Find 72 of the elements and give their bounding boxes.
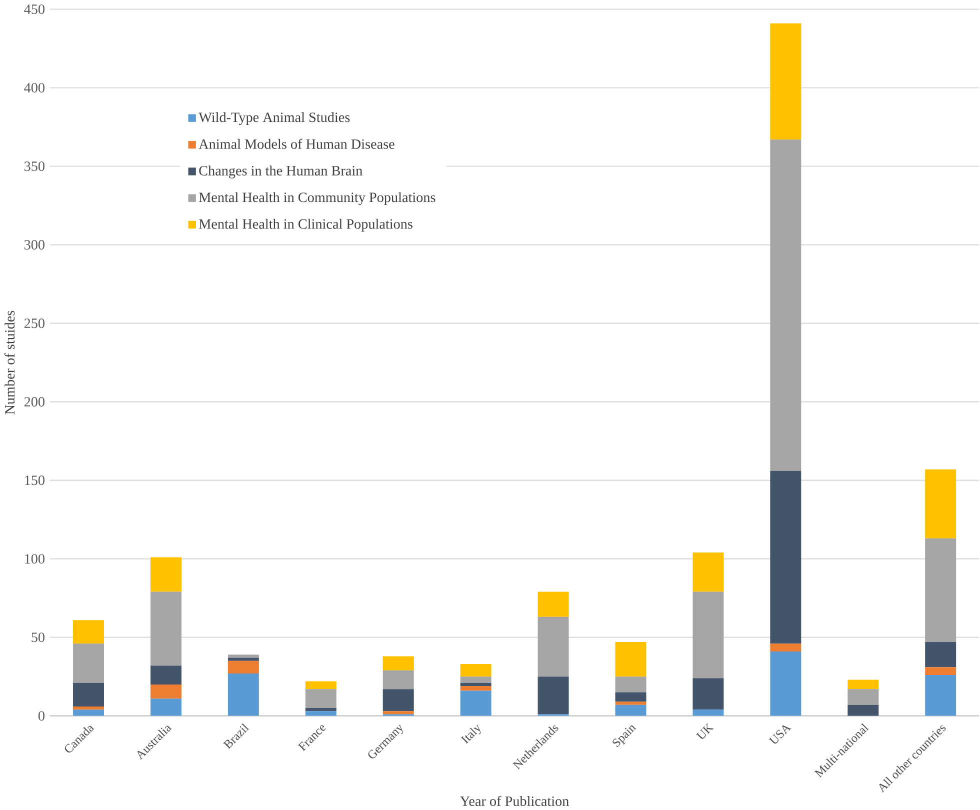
bar: [848, 688, 879, 705]
bar: [382, 670, 414, 689]
y-tick-label: 150: [25, 475, 44, 485]
bar: [692, 552, 724, 592]
bar: [228, 654, 259, 658]
bar: [925, 674, 956, 716]
bar: [382, 656, 414, 670]
bar: [460, 682, 492, 686]
bar: [770, 470, 802, 644]
bar: [305, 681, 336, 689]
bar: [228, 658, 259, 661]
bar: [615, 642, 646, 676]
bar: [615, 692, 646, 702]
legend-label: Animal Models of Human Disease: [198, 138, 394, 149]
y-axis-title: Number of stuides: [4, 310, 15, 414]
y-tick-label: 0: [38, 710, 44, 720]
bar: [150, 592, 182, 666]
bar: [73, 706, 104, 710]
bar: [460, 690, 492, 716]
y-tick-label: 300: [24, 240, 44, 250]
x-axis-title: Year of Publication: [460, 796, 569, 806]
y-tick-label: 450: [24, 4, 44, 14]
bar: [150, 665, 182, 684]
legend-label: Mental Health in Community Populations: [199, 192, 436, 205]
bar: [770, 643, 802, 652]
y-tick-label: 50: [32, 632, 44, 642]
bar: [73, 682, 104, 706]
bar: [615, 702, 646, 705]
legend-label: Changes in the Human Brain: [199, 165, 362, 178]
bar: [73, 643, 104, 683]
bar: [848, 704, 879, 716]
bar: [382, 688, 414, 711]
y-tick-label: 200: [24, 396, 44, 406]
bar: [538, 592, 569, 617]
bar: [73, 620, 104, 644]
legend-label: Mental Health in Clinical Populations: [199, 218, 412, 232]
x-tick-label: Italy: [460, 724, 481, 744]
x-tick-label: UK: [696, 722, 714, 738]
bar: [382, 710, 414, 714]
bar: [305, 708, 336, 711]
bar: [925, 642, 956, 667]
bar: [150, 684, 182, 698]
bar: [150, 698, 182, 716]
bar: [692, 678, 724, 710]
bar: [538, 616, 569, 676]
bar: [73, 709, 104, 716]
bar: [925, 666, 956, 675]
bar: [615, 704, 646, 716]
bar: [150, 557, 182, 592]
bar: [460, 686, 492, 691]
bar: [770, 23, 802, 140]
legend-label: Wild-Type Animal Studies: [198, 112, 350, 125]
bar: [848, 680, 879, 689]
bar: [770, 139, 802, 471]
x-tick-label: USA: [768, 725, 792, 744]
bar: [692, 709, 724, 716]
y-tick-label: 350: [24, 161, 44, 171]
bar: [925, 538, 956, 642]
bar: [460, 664, 492, 676]
bar: [925, 469, 956, 538]
bar: [305, 688, 336, 708]
bar: [692, 592, 724, 678]
bar: [538, 676, 569, 714]
bar: [615, 676, 646, 692]
bar: [770, 651, 802, 716]
bar: [460, 676, 492, 683]
bar: [228, 673, 259, 716]
bar: [305, 710, 336, 716]
y-tick-label: 250: [24, 318, 44, 328]
bar: [228, 660, 259, 674]
y-tick-label: 100: [25, 554, 44, 564]
y-tick-label: 400: [24, 82, 44, 92]
